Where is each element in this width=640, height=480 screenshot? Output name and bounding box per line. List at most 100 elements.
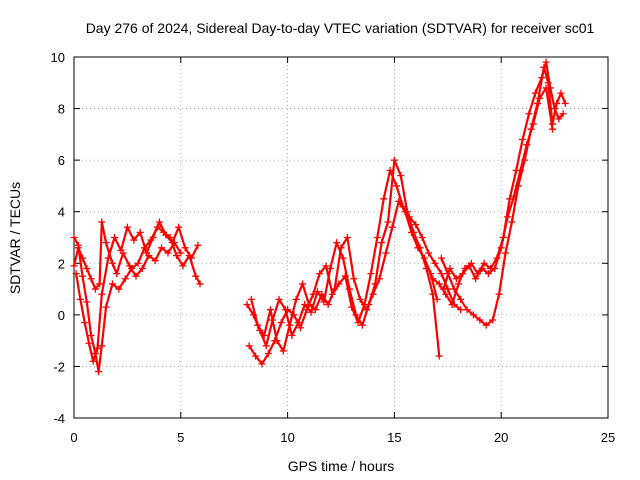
data-point [83,264,91,272]
data-point [85,339,93,347]
y-axis-label: SDTVAR / TECUs [7,182,23,294]
data-point [346,285,354,293]
series-sc01-h [437,63,569,329]
data-point [540,63,548,71]
data-point [401,208,409,216]
series-line [74,220,199,363]
data-point [311,306,319,314]
data-point [331,285,339,293]
data-point [254,321,262,329]
data-point [162,231,170,239]
data-point [307,308,315,316]
data-point [324,301,332,309]
data-point [113,270,121,278]
data-point [279,347,287,355]
data-point [497,244,505,252]
data-point [375,275,383,283]
data-point [132,272,140,280]
data-point [369,290,377,298]
data-point [442,290,450,298]
data-point [501,249,509,257]
tick-labels: 0 5 10 15 20 25 -4 -2 0 2 4 6 8 10 [51,50,616,445]
series-line [72,226,202,373]
y-tick-label: 10 [51,50,65,65]
series-line [250,200,439,353]
data-point [553,99,561,107]
data-point [480,259,488,267]
x-tick-label: 15 [387,430,401,445]
data-point [373,234,381,241]
data-point [465,262,473,270]
data-point [363,306,371,314]
data-point [343,234,351,241]
y-tick-label: 2 [58,256,65,271]
data-point [476,316,484,324]
data-point [121,275,129,283]
data-point [544,79,552,87]
data-point [469,311,477,319]
data-point [457,295,465,303]
data-point [102,303,110,311]
data-point [548,125,556,133]
data-point [358,321,366,329]
series-sc01-b [72,218,202,365]
y-tick-label: 0 [58,308,65,323]
series-sc01-i [440,84,556,293]
data-point [433,295,441,303]
data-point [155,218,163,226]
data-point [388,223,396,231]
chart-title: Day 276 of 2024, Sidereal Day-to-day VTE… [86,20,595,36]
data-point [243,301,251,309]
data-point [510,192,518,200]
x-tick-label: 25 [601,430,615,445]
data-point [138,264,146,272]
data-point [531,89,539,97]
data-point [91,285,99,293]
data-point [482,321,490,329]
data-point [356,295,364,303]
data-point [134,259,142,267]
data-point [427,270,435,278]
data-point [333,239,341,247]
data-point [187,254,195,262]
data-point [275,295,283,303]
data-point [491,264,499,272]
data-point [335,280,343,288]
data-point [194,241,202,249]
data-point [418,234,426,241]
data-point [79,254,87,262]
data-point [508,218,516,226]
data-point [98,342,106,350]
data-point [440,285,448,293]
data-point [175,223,183,231]
data-point [277,319,285,327]
data-point [448,301,456,309]
data-point [435,352,443,360]
data-point [262,342,270,350]
data-point [196,280,204,288]
data-point [516,166,524,174]
data-point [536,94,544,102]
data-point [130,236,138,244]
data-point [452,275,460,283]
data-point [164,249,172,257]
data-point [252,352,260,360]
data-point [390,156,398,164]
data-layer [70,58,569,376]
data-point [412,221,420,229]
data-point [95,368,103,376]
y-tick-label: 8 [58,102,65,117]
data-point [173,252,181,260]
y-tick-label: -2 [53,359,65,374]
data-point [292,295,300,303]
data-point [561,99,569,107]
data-point [314,288,322,296]
x-tick-label: 0 [70,430,77,445]
data-point [126,262,134,270]
data-point [281,306,289,314]
data-point [397,172,405,180]
data-point [463,306,471,314]
data-point [378,239,386,247]
data-point [525,110,533,118]
data-point [74,244,82,252]
